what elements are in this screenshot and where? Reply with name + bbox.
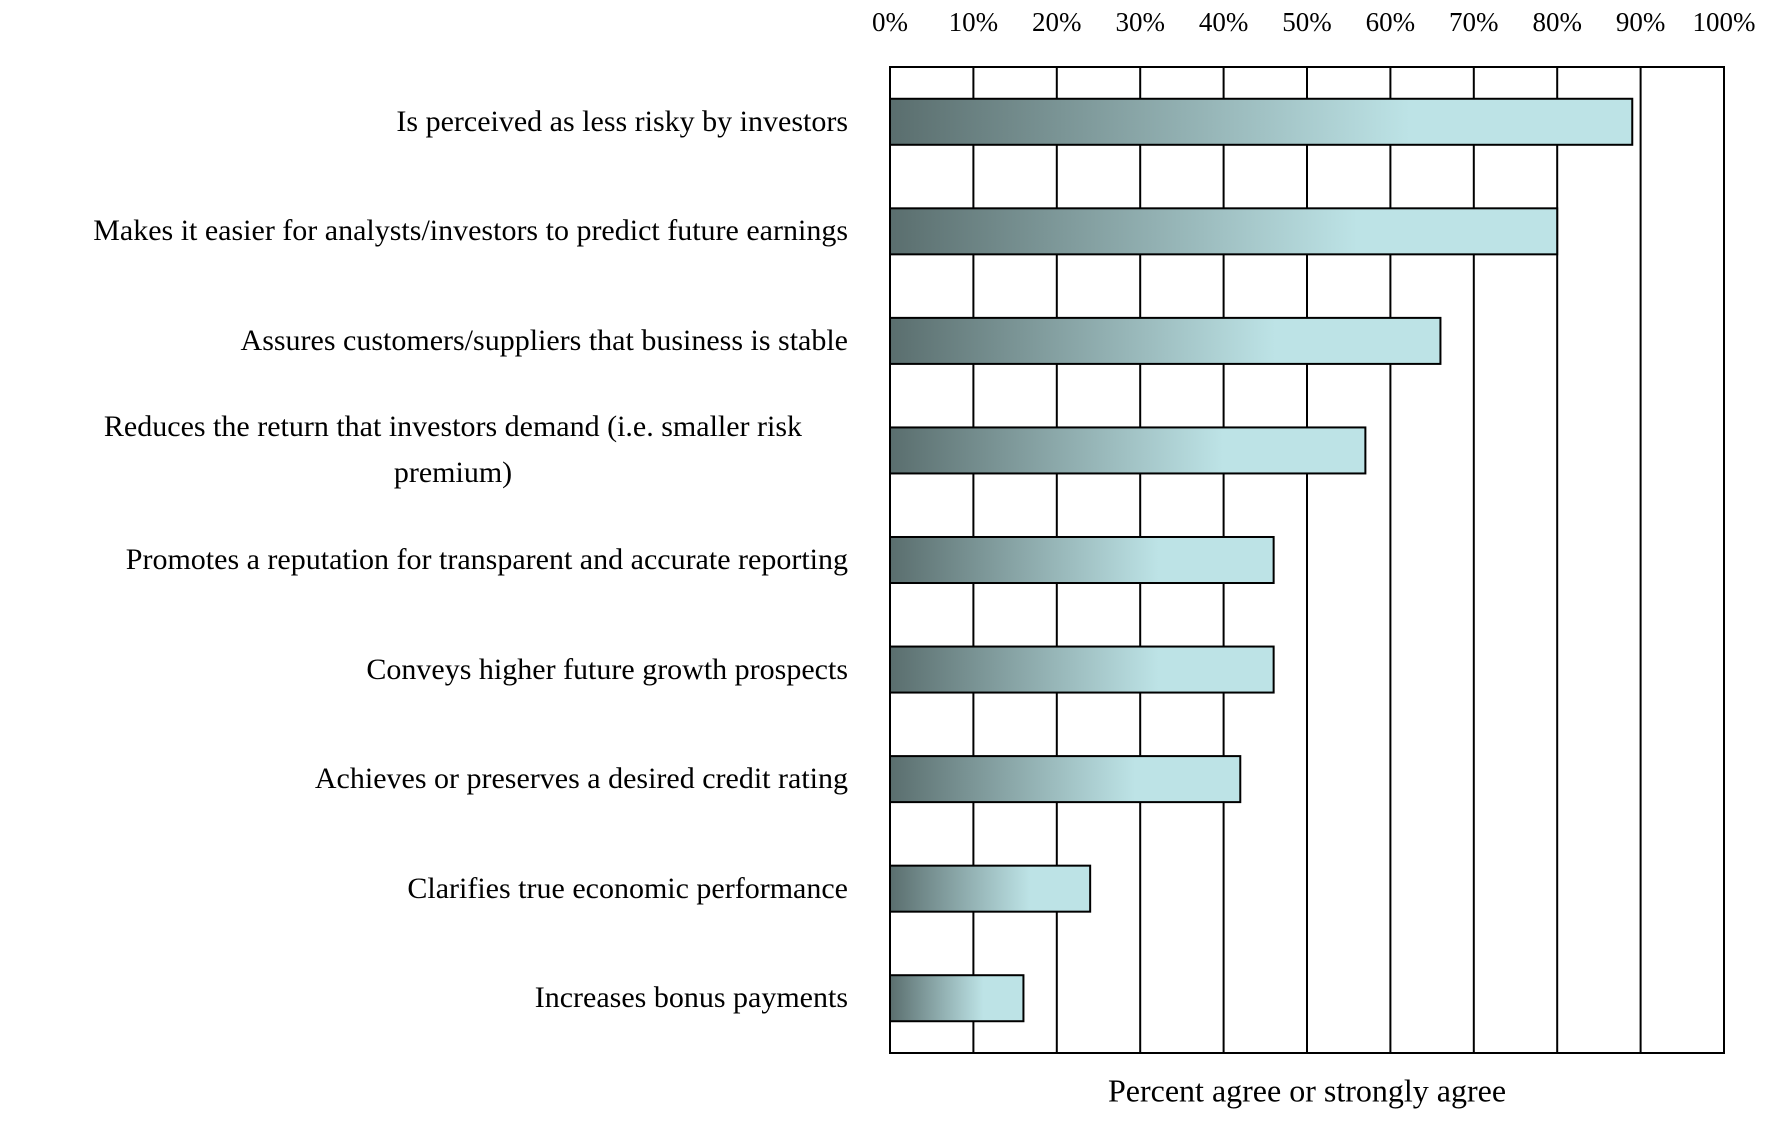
x-tick-label: 20% [1032,7,1082,37]
category-label: Increases bonus payments [534,981,848,1015]
x-tick-label: 40% [1199,7,1249,37]
category-label: Clarifies true economic performance [407,871,848,905]
x-tick-label: 80% [1532,7,1582,37]
bar [889,316,1442,365]
category-label: Makes it easier for analysts/investors t… [93,214,848,248]
category-label: Is perceived as less risky by investors [396,104,848,138]
x-tick-label: 30% [1115,7,1165,37]
category-label: Assures customers/suppliers that busines… [240,323,848,357]
bar [889,864,1092,913]
bar [889,426,1367,475]
x-tick-label: 100% [1693,7,1756,37]
category-label: Promotes a reputation for transparent an… [125,543,848,576]
category-label: Reduces the return that investors demand… [103,410,803,490]
x-tick-label: 10% [949,7,999,37]
x-tick-label: 60% [1366,7,1416,37]
bar [889,207,1559,256]
x-tick-label: 90% [1616,7,1666,37]
bar [889,755,1242,804]
bar [889,645,1275,694]
bar [889,535,1275,585]
category-label: Achieves or preserves a desired credit r… [314,762,848,796]
x-tick-label: 50% [1282,7,1332,37]
bar [889,97,1634,146]
x-axis-label: Percent agree or strongly agree [1108,1072,1506,1108]
x-tick-label: 0% [872,7,908,37]
x-tick-label: 70% [1449,7,1499,37]
category-label: Conveys higher future growth prospects [366,652,848,686]
bar [889,974,1025,1023]
